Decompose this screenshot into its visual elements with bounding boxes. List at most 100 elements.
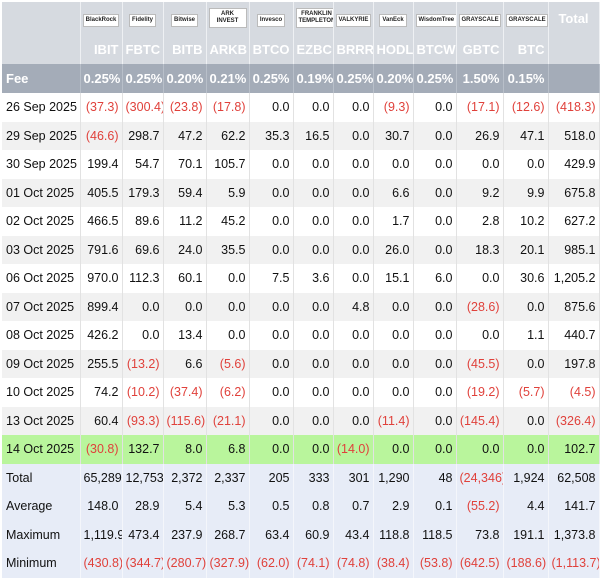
row-label: 08 Oct 2025 [2,321,81,350]
flow-value: 47.1 [503,121,549,150]
flow-value: 0.0 [333,235,374,264]
flow-value: (418.3) [548,93,600,122]
fee-row: Fee 0.25% 0.25% 0.20% 0.21% 0.25% 0.19% 0.25% 0.… [2,64,600,93]
flow-value: 0.0 [503,150,549,179]
row-label: 29 Sep 2025 [2,121,81,150]
flow-value: 0.0 [413,321,457,350]
flow-value: 1,205.2 [548,264,600,293]
flow-value: (74.8) [333,549,374,578]
flow-value: (326.4) [548,406,600,435]
ticker: BTCO [249,34,294,64]
flow-value: 0.0 [333,264,374,293]
flow-value: (37.3) [80,93,123,122]
flow-value: 60.4 [80,406,123,435]
flow-value: 985.1 [548,235,600,264]
flow-value: 15.1 [373,264,414,293]
fee: 0.20% [163,64,207,93]
issuer-logo: VanEck [379,13,407,27]
flow-value: 5.4 [163,492,207,521]
row-label: 09 Oct 2025 [2,349,81,378]
logo-cell: WisdomTree [413,2,457,34]
flow-value: (38.4) [373,549,414,578]
flow-value: 1.7 [373,207,414,236]
flow-value: 62.2 [206,121,250,150]
row-label: 13 Oct 2025 [2,406,81,435]
flow-value: 60.1 [163,264,207,293]
flow-value: 0.0 [373,349,414,378]
fee: 0.25% [122,64,164,93]
issuer-logo: VALKYRIE [335,13,372,27]
flow-value: 0.0 [373,378,414,407]
flow-value: 0.0 [249,435,294,464]
flow-value: 118.8 [373,520,414,549]
flow-value: 13.4 [163,321,207,350]
flow-value: 0.0 [249,378,294,407]
flow-value: 875.6 [548,292,600,321]
flow-value: 60.9 [293,520,334,549]
flow-value: 237.9 [163,520,207,549]
flow-value: (93.3) [122,406,164,435]
flow-value: (344.7) [122,549,164,578]
row-label: 30 Sep 2025 [2,150,81,179]
row-label: Maximum [2,520,81,549]
flow-value: (53.8) [413,549,457,578]
fee: 0.25% [413,64,457,93]
flow-value: 0.0 [293,435,334,464]
flow-value: 440.7 [548,321,600,350]
flow-value: 30.6 [503,264,549,293]
flow-value: 970.0 [80,264,123,293]
fee-label: Fee [2,64,81,93]
row-label: 01 Oct 2025 [2,178,81,207]
flow-value: 11.2 [163,207,207,236]
flow-value: 9.9 [503,178,549,207]
ticker: IBIT [80,34,123,64]
flow-value: (11.4) [373,406,414,435]
flow-value: (62.0) [249,549,294,578]
issuer-logo: WisdomTree [415,13,455,27]
flow-value: 205 [249,463,294,492]
flow-value: 0.0 [249,235,294,264]
ticker: BTC [503,34,549,64]
flow-value: 0.1 [413,492,457,521]
flow-value: 0.0 [293,292,334,321]
logo-cell: GRAYSCALE [456,2,504,34]
corner-cell [2,2,81,34]
flow-value: 69.6 [122,235,164,264]
logo-cell: VanEck [373,2,414,34]
flow-value: 0.0 [293,378,334,407]
issuer-logo: Fidelity [128,13,156,27]
flow-value: (19.2) [456,378,504,407]
flow-value: 70.1 [163,150,207,179]
flow-value: 43.4 [333,520,374,549]
flow-value: 6.6 [373,178,414,207]
flow-value: 0.0 [333,93,374,122]
flow-value: 0.0 [333,321,374,350]
flow-value: (46.6) [80,121,123,150]
flow-value: 0.0 [373,321,414,350]
summary-row: Minimum (430.8) (344.7) (280.7) (327.9) (62.0… [2,549,600,578]
flow-value: 2,337 [206,463,250,492]
flow-value: 0.7 [333,492,374,521]
total-header: Total [548,2,600,34]
ticker: GBTC [456,34,504,64]
issuer-logo: GRAYSCALE [458,13,501,27]
flow-value: 0.0 [503,292,549,321]
flow-value: (9.3) [373,93,414,122]
flow-value: 10.2 [503,207,549,236]
flow-value: 0.0 [163,292,207,321]
flow-value: (430.8) [80,549,123,578]
fee: 1.50% [456,64,504,93]
flow-value: 298.7 [122,121,164,150]
summary-row: Average 148.0 28.9 5.4 5.3 0.5 0.8 0.7 2.9 0.1 (55… [2,492,600,521]
flow-value: 426.2 [80,321,123,350]
issuer-logo: ARK INVEST [208,8,247,28]
flow-value: 0.0 [249,93,294,122]
ticker: BITB [163,34,207,64]
flow-value: 473.4 [122,520,164,549]
flow-value: 899.4 [80,292,123,321]
issuer-logo: GRAYSCALE [505,13,547,27]
flow-value: 12,753 [122,463,164,492]
flow-value: (14.0) [333,435,374,464]
